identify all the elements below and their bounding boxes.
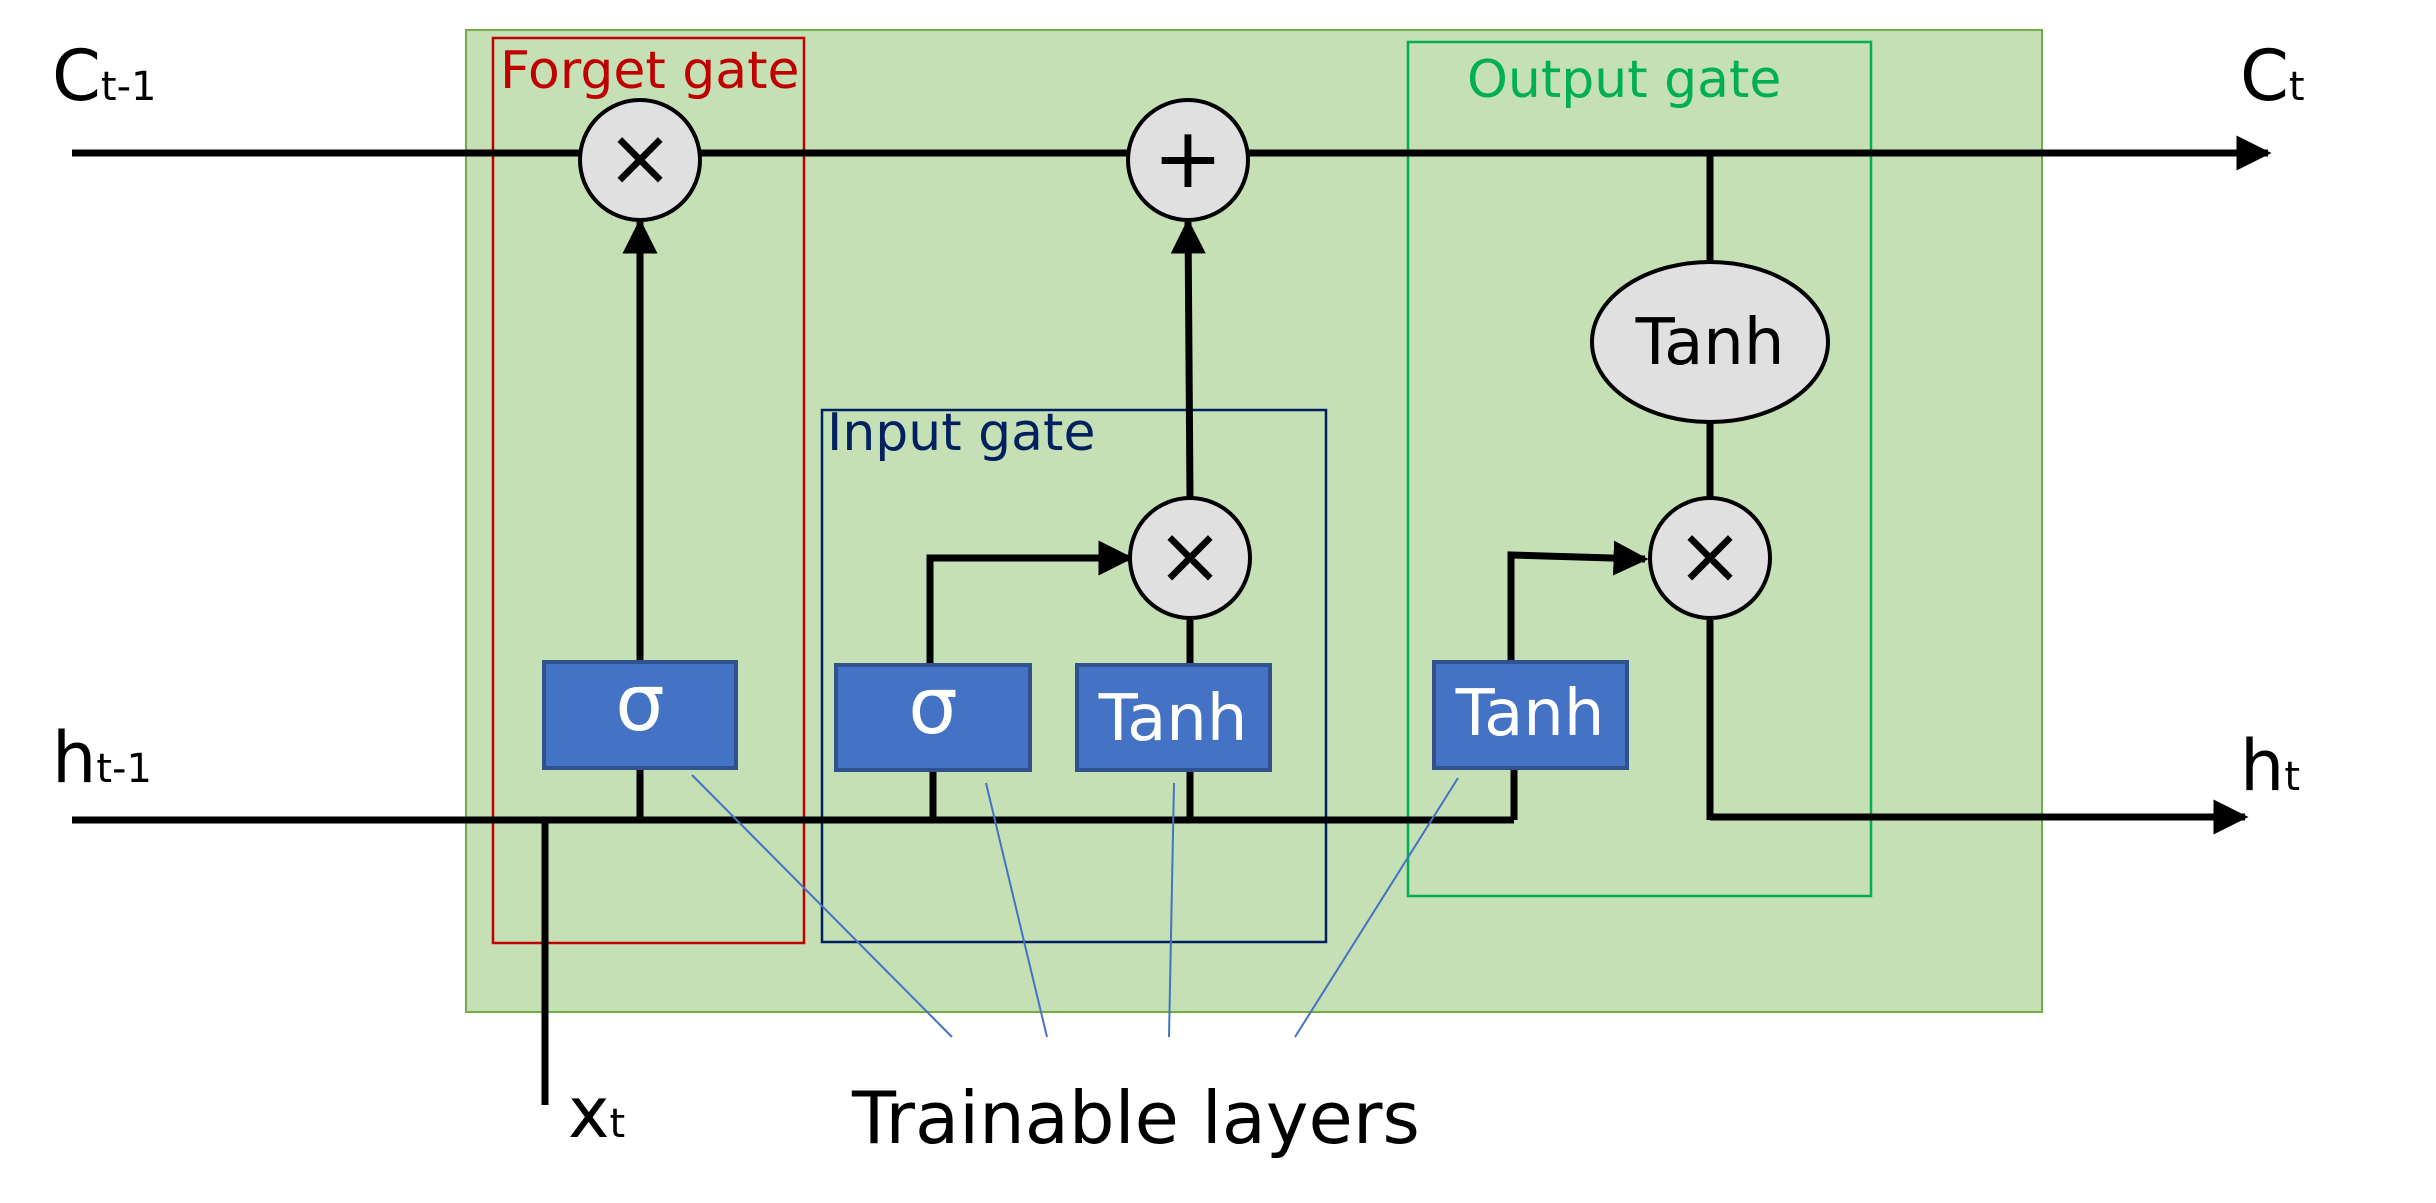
cell-tanh-label: Tanh	[1635, 306, 1785, 380]
h-next-label: ht	[2240, 725, 2300, 807]
forget-sigma-layer: σ	[542, 659, 738, 770]
callout-line-input-sigma	[985, 782, 1048, 1038]
cell-add-op: +	[1126, 98, 1250, 222]
output-multiply-op: ×	[1648, 496, 1772, 620]
forget-gate-label: Forget gate	[500, 41, 800, 101]
output-gate-label: Output gate	[1467, 50, 1781, 110]
multiply-icon: ×	[1156, 509, 1223, 602]
multiply-icon: ×	[1676, 509, 1743, 602]
tanh-label: Tanh	[1098, 682, 1248, 756]
input-multiply-to-add	[1170, 218, 1206, 498]
lstm-cell-background	[465, 29, 2043, 1013]
tanh-label: Tanh	[1455, 677, 1605, 751]
x-input-label: xt	[568, 1072, 625, 1154]
forget-multiply-op: ×	[578, 98, 702, 222]
callout-line-input-tanh	[1168, 782, 1175, 1038]
cell-tanh-op: Tanh	[1590, 260, 1830, 424]
input-gate-label: Input gate	[827, 403, 1095, 463]
input-tanh-layer: Tanh	[1075, 663, 1272, 772]
add-icon: +	[1153, 109, 1223, 207]
c-next-label: Ct	[2240, 35, 2305, 117]
output-gate-box	[1406, 40, 1873, 898]
input-sigma-to-multiply	[926, 540, 1134, 665]
input-gate-box	[820, 408, 1328, 944]
callout-line-forget-sigma	[691, 774, 953, 1038]
trainable-layers-annotation: Trainable layers	[851, 1076, 1420, 1160]
sigma-label: σ	[615, 659, 664, 749]
output-tanh-layer: Tanh	[1432, 660, 1629, 770]
input-multiply-op: ×	[1128, 496, 1252, 620]
h-prev-label: ht-1	[52, 717, 152, 799]
multiply-icon: ×	[606, 111, 673, 204]
callout-line-output-tanh	[1294, 777, 1459, 1038]
sigma-label: σ	[908, 662, 957, 752]
output-tanh-layer-to-multiply	[1507, 540, 1649, 662]
c-prev-label: Ct-1	[52, 35, 156, 117]
forget-gate-box	[491, 36, 806, 945]
input-sigma-layer: σ	[834, 662, 1032, 772]
